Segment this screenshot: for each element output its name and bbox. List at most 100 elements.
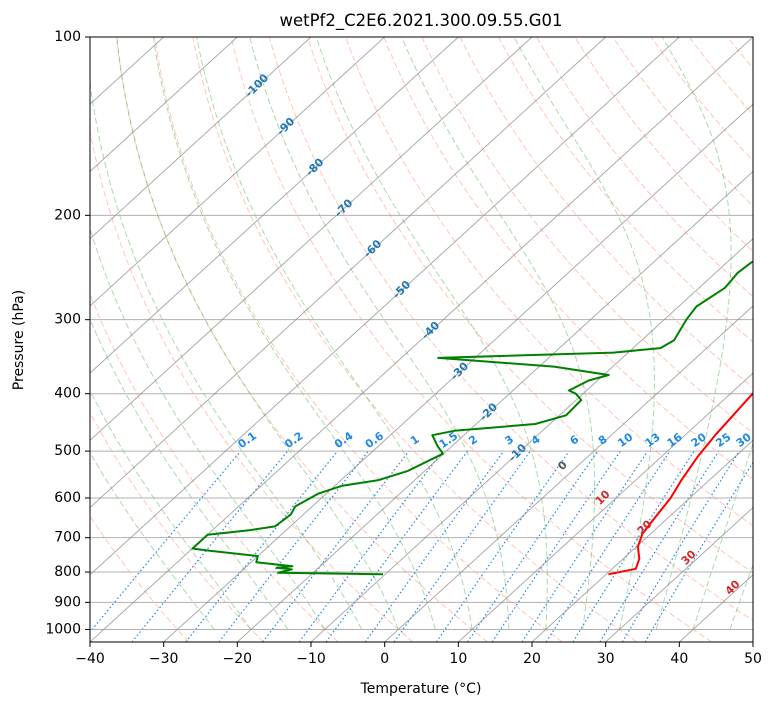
mixing-ratio-label: 16 — [665, 430, 685, 450]
mixing-ratio-line — [545, 450, 671, 642]
x-tick-label: 0 — [380, 651, 389, 667]
dry-adiabat — [497, 37, 753, 343]
mixing-ratio-line — [364, 450, 505, 642]
dry-adiabat — [459, 37, 753, 389]
dry-adiabat — [90, 292, 339, 642]
dry-adiabat — [116, 37, 488, 642]
moist-adiabat — [152, 37, 436, 630]
dry-adiabat — [230, 37, 712, 642]
mixing-ratio-line — [131, 450, 289, 642]
x-tick-label: −10 — [296, 651, 326, 667]
mixing-ratio-line — [262, 450, 410, 642]
mixing-ratio-line — [185, 450, 339, 642]
isotherm-gridline — [90, 37, 238, 173]
mixing-ratio-label: 8 — [596, 433, 610, 448]
moist-adiabat — [401, 37, 596, 630]
isotherm-gridline — [90, 37, 680, 576]
isotherm-gridline — [90, 37, 607, 509]
dewpoint-profile — [191, 260, 753, 576]
mixing-ratio-line — [218, 450, 369, 642]
mixing-ratio-label: 10 — [615, 430, 635, 450]
dry-adiabat — [192, 37, 638, 642]
mixing-ratio-line — [644, 461, 753, 642]
dry-adiabat — [650, 37, 753, 162]
isotherm-gridline — [752, 641, 753, 642]
moist-adiabat — [90, 389, 252, 630]
temperature-profile — [608, 391, 753, 576]
isotherm-gridline — [90, 37, 753, 642]
x-tick-label: −40 — [75, 651, 105, 667]
dry-adiabat — [90, 411, 264, 642]
contour-labels: -100-90-80-70-60-50-40-30-20-10010203040… — [236, 71, 774, 597]
x-tick-label: 40 — [670, 651, 688, 667]
dry-adiabat — [307, 37, 753, 574]
y-tick-label: 200 — [54, 207, 81, 223]
isotherm-gridline — [163, 103, 753, 642]
axes: −40 −30 −20 −10 0 10 20 30 40 5010020030040050060… — [45, 29, 762, 667]
moist-adiabat — [90, 317, 289, 630]
x-axis-label: Temperature (°C) — [360, 681, 482, 697]
y-tick-label: 800 — [54, 564, 81, 580]
plot-frame — [89, 36, 754, 643]
x-tick-label: 10 — [449, 651, 467, 667]
isotherm-label: 40 — [723, 577, 743, 597]
isotherm-gridline — [236, 170, 753, 642]
chart-title: wetPf2_C2E6.2021.300.09.55.G01 — [279, 11, 562, 31]
mixing-ratio-label: 6 — [568, 432, 582, 447]
mixing-ratio-label: 1.5 — [437, 429, 460, 451]
mixing-ratio-label: 0.4 — [332, 429, 356, 451]
mixing-ratio-label: 13 — [643, 430, 663, 449]
isotherm-gridline — [90, 37, 386, 307]
isotherm-gridline — [90, 37, 459, 374]
mixing-ratio-line — [325, 450, 468, 642]
x-tick-label: 50 — [744, 651, 762, 667]
mixing-ratio-label: 4 — [529, 432, 543, 447]
mixing-ratio-label: 36 — [754, 430, 774, 450]
y-tick-label: 400 — [54, 386, 81, 402]
isotherm-label: 30 — [679, 547, 699, 567]
moist-adiabat — [90, 227, 326, 630]
mixing-ratio-line — [572, 450, 695, 642]
moist-adiabat — [90, 78, 363, 630]
dry-adiabat — [766, 37, 775, 642]
dry-adiabat — [688, 37, 753, 116]
dry-adiabat — [90, 515, 190, 642]
y-tick-label: 100 — [54, 29, 81, 45]
moist-adiabat — [116, 37, 399, 630]
dry-adiabat — [90, 128, 414, 642]
dry-adiabat — [154, 37, 563, 642]
mixing-ratio-label: 30 — [734, 430, 754, 450]
isotherm-gridline — [531, 439, 753, 642]
x-tick-label: 30 — [597, 651, 615, 667]
dry-adiabat — [268, 37, 753, 622]
mixing-ratio-line — [466, 450, 599, 642]
isotherm-gridline — [90, 37, 533, 442]
isotherm-gridline — [90, 37, 312, 240]
isotherm-gridline — [384, 305, 753, 642]
plot-area — [90, 37, 775, 642]
moist-adiabat — [196, 37, 473, 630]
mixing-ratio-line — [599, 450, 720, 642]
isotherm-gridline — [310, 237, 753, 642]
dry-adiabat — [536, 37, 753, 298]
y-tick-label: 300 — [54, 312, 81, 328]
mixing-ratio-line — [521, 450, 649, 642]
mixing-ratio-label: 3 — [502, 433, 516, 448]
moist-adiabat — [692, 441, 753, 630]
moist-adiabat — [655, 37, 732, 630]
mixing-ratio-line — [621, 450, 740, 642]
mixing-ratio-line — [90, 450, 242, 633]
y-tick-label: 600 — [54, 490, 81, 506]
moist-adiabat — [90, 451, 215, 630]
x-tick-label: 20 — [523, 651, 541, 667]
mixing-ratio-label: 2 — [466, 433, 480, 448]
y-axis-label: Pressure (hPa) — [11, 290, 27, 390]
isotherm-label: -100 — [243, 71, 272, 100]
isotherm-gridline — [457, 372, 753, 642]
x-tick-label: −30 — [149, 651, 179, 667]
y-tick-label: 700 — [54, 530, 81, 546]
y-tick-label: 500 — [54, 443, 81, 459]
isotherm-gridline — [605, 506, 753, 642]
moist-adiabat — [729, 563, 753, 630]
mixing-ratio-line — [435, 450, 570, 642]
